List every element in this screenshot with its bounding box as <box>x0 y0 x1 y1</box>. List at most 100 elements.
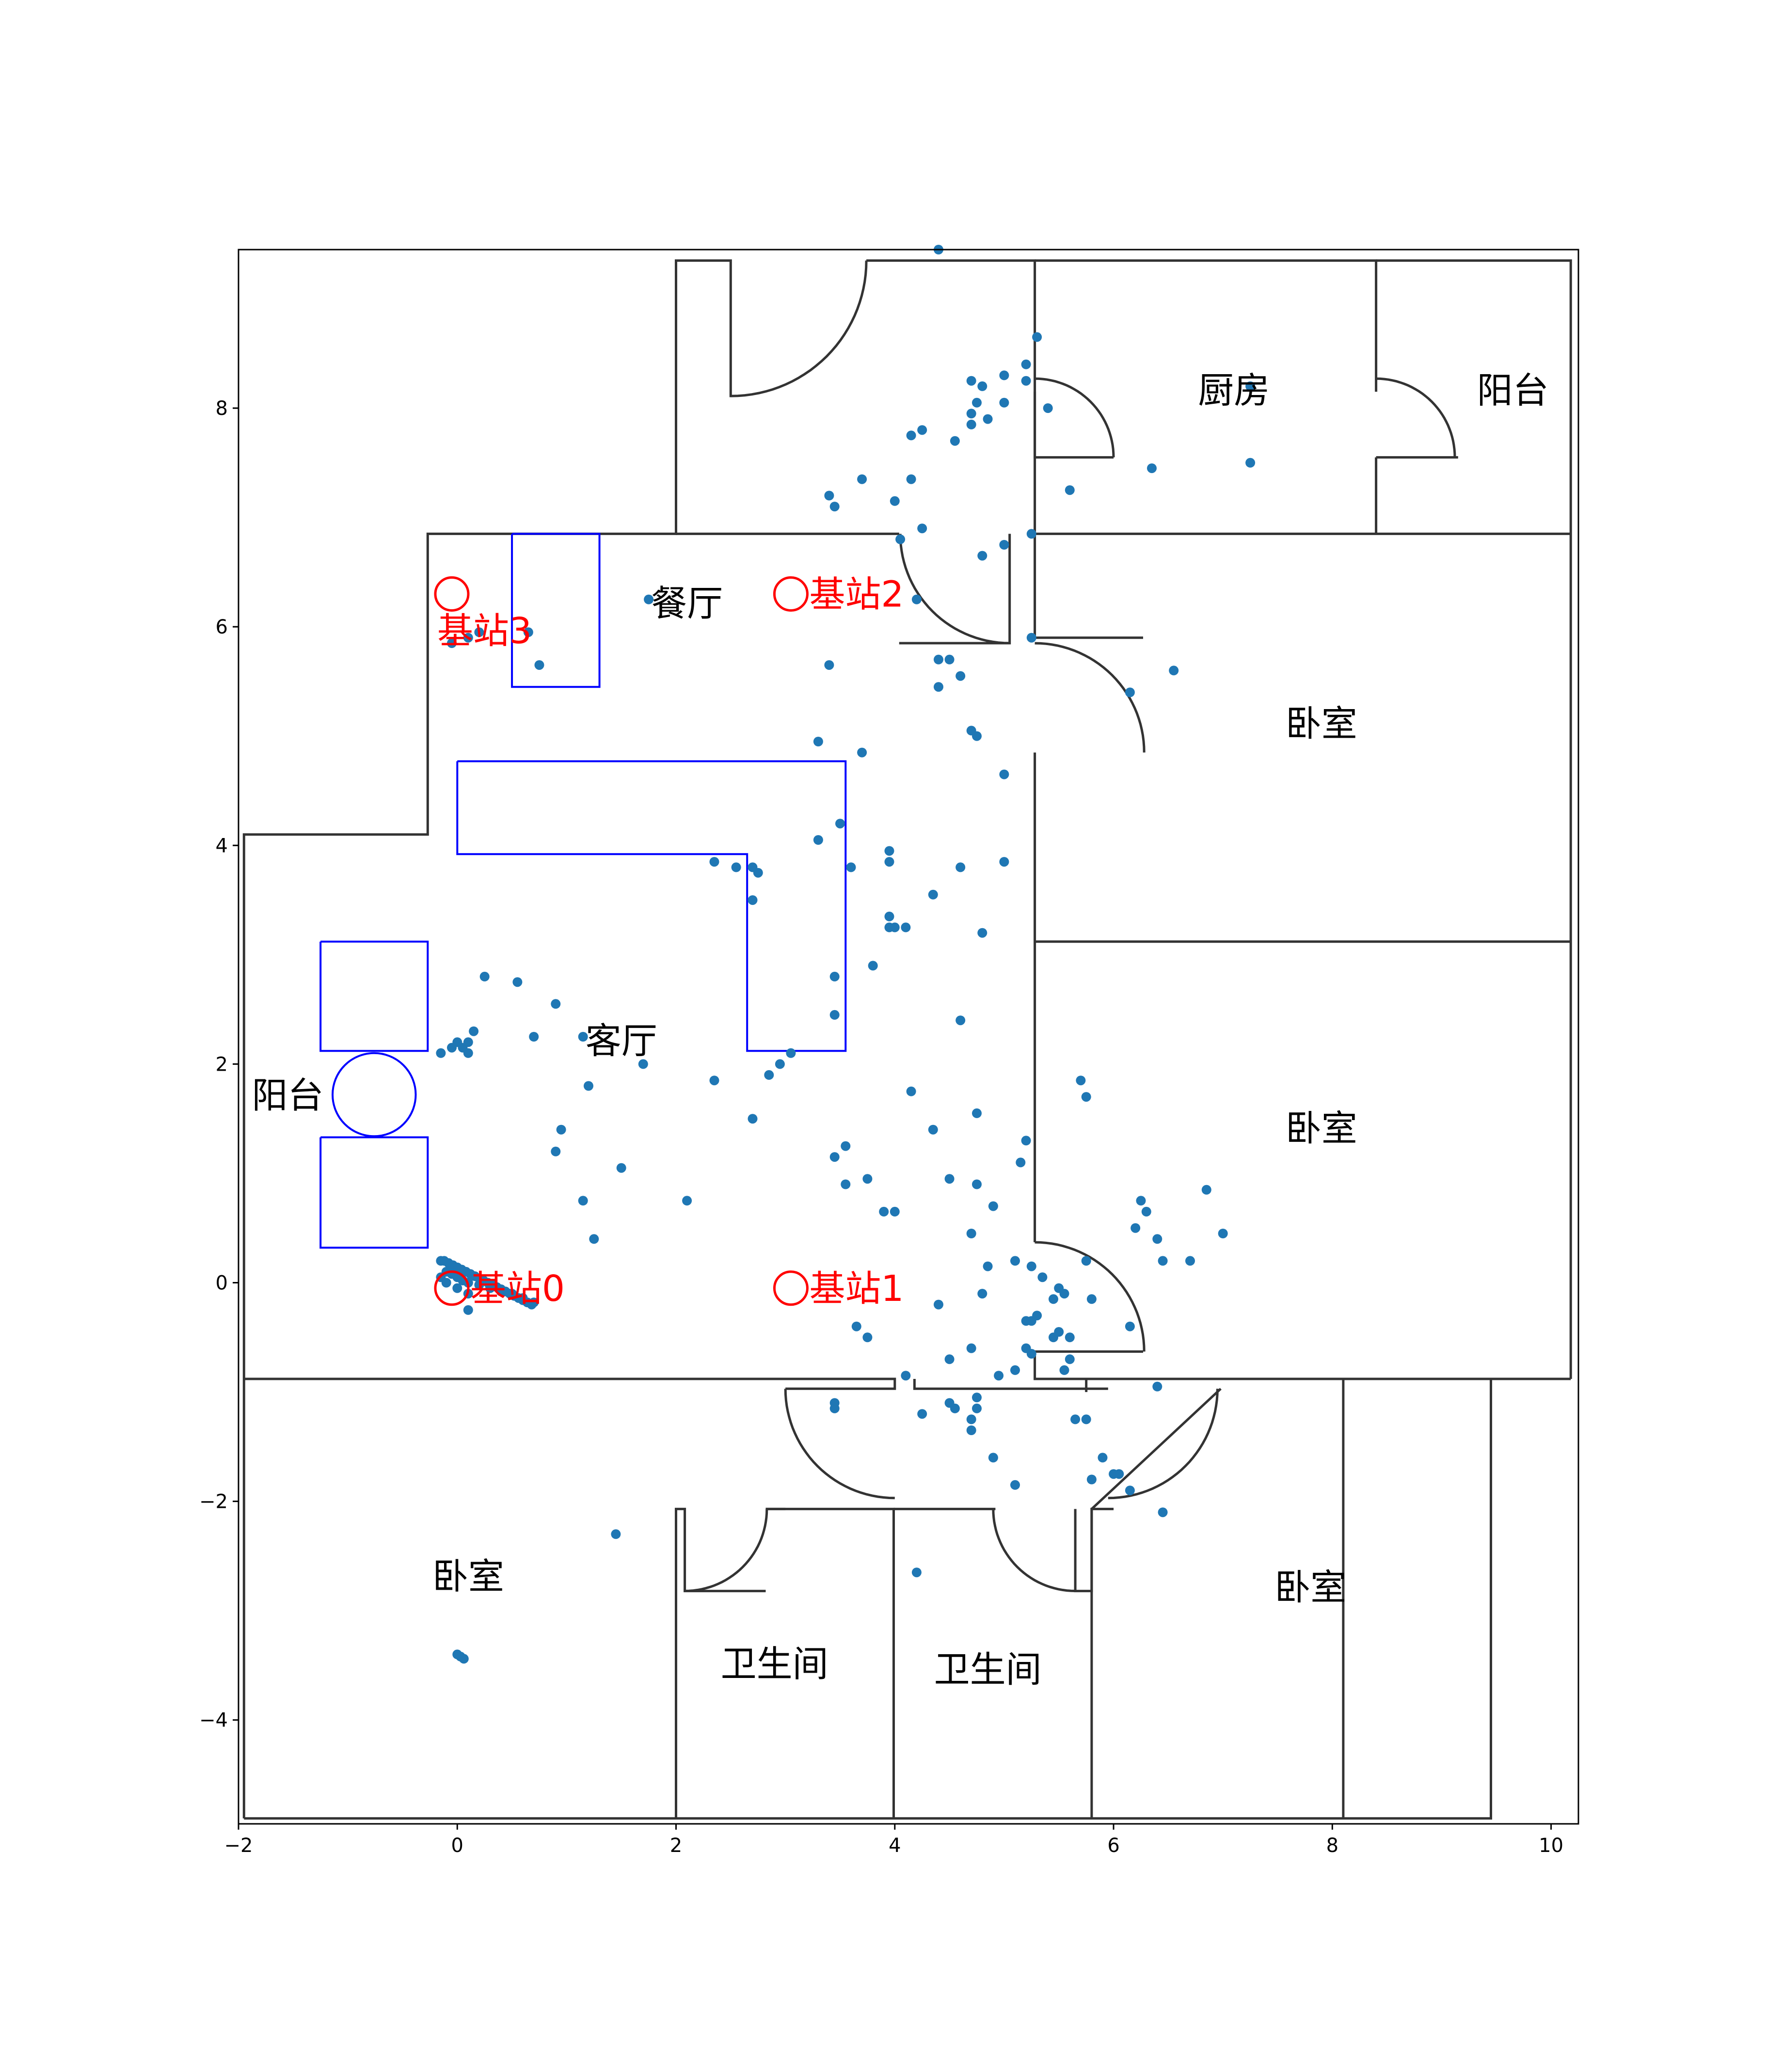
room-label: 卧室 <box>1274 1567 1346 1609</box>
scatter-point <box>890 496 900 506</box>
scatter-point <box>884 911 894 921</box>
scatter-point <box>1026 1349 1036 1359</box>
y-tick-label: 0 <box>216 1272 228 1295</box>
door-arc <box>1035 1241 1146 1352</box>
scatter-point <box>551 1146 561 1156</box>
scatter-point <box>1245 458 1256 468</box>
scatter-point <box>906 1086 916 1096</box>
furniture-outline <box>319 1136 429 1249</box>
scatter-point <box>972 731 982 741</box>
scatter-point <box>890 922 900 933</box>
scatter-point <box>862 1174 873 1184</box>
door-arc <box>685 1509 768 1592</box>
scatter-point <box>1147 463 1157 474</box>
door-arc <box>1108 1389 1219 1500</box>
scatter-point <box>868 961 878 971</box>
scatter-point <box>496 1286 506 1297</box>
scatter-point <box>955 1015 966 1026</box>
scatter-point <box>824 660 834 670</box>
room-label: 客厅 <box>586 1020 657 1062</box>
scatter-point <box>584 1081 593 1091</box>
y-axis: −4 −2 0 2 4 6 8 <box>199 397 239 1732</box>
scatter-point <box>786 1048 796 1058</box>
door-arc <box>1035 377 1115 458</box>
scatter-point <box>972 1108 982 1118</box>
scatter-point <box>983 1261 993 1271</box>
scatter-point <box>512 977 523 987</box>
base-station-label: 基站0 <box>470 1268 565 1310</box>
scatter-point <box>474 1280 484 1290</box>
scatter-point <box>1086 1474 1097 1485</box>
scatter-point <box>944 654 955 664</box>
scatter-point <box>928 889 938 900</box>
scatter-point <box>906 430 916 441</box>
scatter-point <box>895 534 906 544</box>
x-tick-label: 0 <box>451 1835 463 1857</box>
room-label: 餐厅 <box>651 583 723 625</box>
scatter-point <box>469 1026 479 1036</box>
scatter-point <box>638 1059 648 1069</box>
scatter-point <box>950 1403 960 1413</box>
scatter-point <box>966 1414 976 1424</box>
scatter-point <box>578 1196 588 1206</box>
scatter-point <box>1218 1229 1228 1238</box>
scatter-point <box>1021 376 1031 386</box>
scatter-point <box>1185 1256 1195 1266</box>
scatter-point <box>529 1297 539 1308</box>
base-stations: 基站0 基站1 基站2 基站3 <box>434 574 904 1310</box>
scatter-point <box>1125 687 1135 697</box>
scatter-point <box>459 1654 469 1664</box>
scatter-point <box>1026 633 1036 643</box>
wall-segment <box>1034 1350 1571 1380</box>
scatter-point <box>988 1201 998 1211</box>
scatter-point <box>1049 1294 1058 1304</box>
scatter-point <box>1158 1507 1168 1518</box>
scatter-point <box>485 1283 495 1293</box>
scatter-point <box>479 971 490 981</box>
scatter-point <box>901 1371 911 1381</box>
scatter-point <box>1152 1381 1162 1392</box>
scatter-point <box>1158 1256 1168 1266</box>
scatter-point <box>841 1179 851 1189</box>
base-station-marker <box>434 576 470 612</box>
y-tick-label: 8 <box>216 397 228 420</box>
door-arc <box>731 260 868 397</box>
door-arc <box>784 1389 895 1500</box>
room-label: 卫生间 <box>721 1644 828 1685</box>
scatter-point <box>917 523 927 534</box>
scatter-point <box>901 922 911 933</box>
scatter-point <box>835 819 845 829</box>
x-tick-label: 4 <box>889 1835 901 1857</box>
x-tick-label: −2 <box>224 1835 253 1857</box>
scatter-point <box>884 857 894 867</box>
scatter-point <box>857 474 867 484</box>
scatter-point <box>1059 1289 1069 1299</box>
x-tick-label: 8 <box>1326 1835 1338 1857</box>
scatter-point <box>999 769 1009 779</box>
scatter-point <box>999 397 1009 408</box>
scatter-point <box>1065 485 1075 495</box>
wall-outlines <box>242 259 1572 1820</box>
scatter-point <box>507 1289 517 1299</box>
scatter-point <box>934 682 943 692</box>
scatter-point <box>441 1278 451 1288</box>
scatter-point <box>775 1059 785 1069</box>
round-table-outline <box>332 1052 417 1138</box>
scatter-point <box>748 895 758 905</box>
scatter-point <box>1010 1256 1020 1266</box>
scatter-point <box>862 1332 873 1343</box>
scatter-point <box>857 747 867 758</box>
scatter-point <box>999 857 1009 867</box>
scatter-point <box>748 1114 758 1124</box>
scatter-point <box>829 1010 840 1020</box>
scatter-point <box>551 999 561 1009</box>
scatter-point <box>1026 1261 1036 1271</box>
scatter-point <box>977 1289 987 1299</box>
scatter-point <box>994 1371 1004 1381</box>
base-station-marker <box>773 1270 809 1306</box>
scatter-point <box>829 1152 840 1162</box>
scatter-point <box>841 1141 851 1151</box>
scatter-point <box>709 857 719 867</box>
room-label: 阳台 <box>1477 370 1549 411</box>
scatter-point <box>1070 1414 1081 1424</box>
